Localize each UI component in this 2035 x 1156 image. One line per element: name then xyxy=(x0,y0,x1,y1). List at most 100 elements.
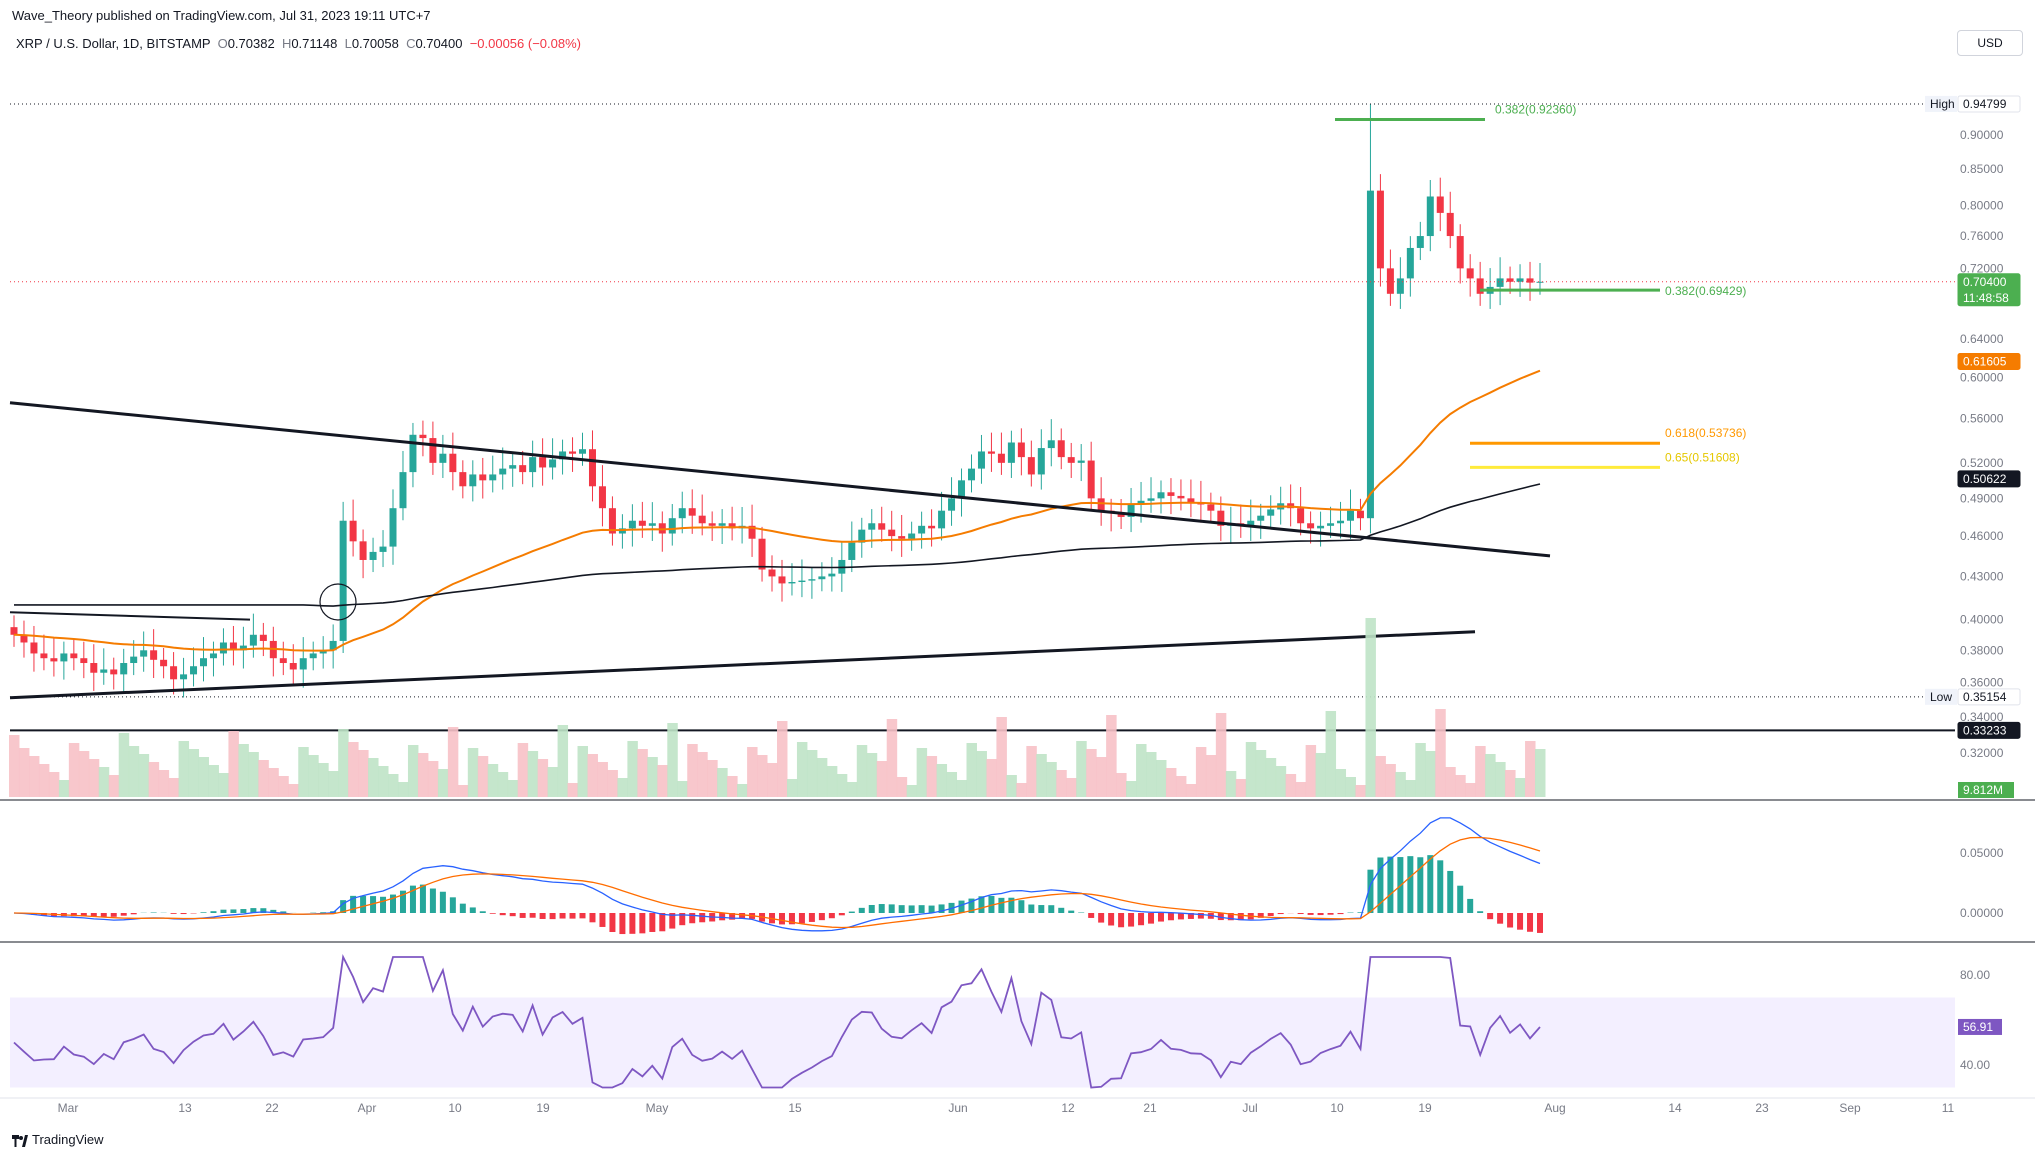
candle-body xyxy=(219,642,227,654)
candle-body xyxy=(958,480,966,499)
rsi-last-box xyxy=(1958,1018,2002,1035)
candle-body xyxy=(1207,504,1215,511)
candle-body xyxy=(1396,278,1404,294)
volume-bar xyxy=(667,723,678,797)
macd-hist-bar xyxy=(778,913,785,925)
volume-bar xyxy=(18,748,30,797)
macd-hist-bar xyxy=(1477,911,1484,913)
volume-bar xyxy=(906,785,918,797)
volume-bar xyxy=(1275,766,1287,797)
volume-bar xyxy=(1395,772,1406,797)
volume-bar xyxy=(866,753,878,797)
candle-body xyxy=(259,634,267,641)
volume-bar xyxy=(707,760,718,797)
volume-bar xyxy=(777,721,788,797)
volume-bar xyxy=(976,751,987,797)
candle-body xyxy=(389,508,397,547)
candle-body xyxy=(439,453,447,463)
volume-bar xyxy=(677,781,688,797)
volume-bar xyxy=(258,760,269,797)
macd-hist-bar xyxy=(1507,913,1514,928)
volume-bar xyxy=(657,765,668,797)
volume-bar xyxy=(1026,746,1037,797)
price-label-box xyxy=(1957,273,2021,307)
candle-body xyxy=(379,546,387,552)
volume-bar xyxy=(757,755,768,797)
macd-hist-bar xyxy=(1467,898,1474,913)
candle-body xyxy=(758,538,766,570)
macd-hist-bar xyxy=(998,897,1005,913)
macd-hist-bar xyxy=(230,909,237,913)
candle-body xyxy=(808,579,816,581)
volume-bar xyxy=(268,768,279,797)
volume-bar xyxy=(288,784,299,797)
volume-bar xyxy=(467,748,479,797)
volume-bar xyxy=(338,729,349,797)
macd-hist-bar xyxy=(509,913,516,917)
macd-hist-bar xyxy=(320,912,327,913)
volume-bar xyxy=(1445,767,1456,797)
volume-bar xyxy=(786,779,798,797)
candle-body xyxy=(339,520,347,641)
rsi-tick-label: 40.00 xyxy=(1960,1058,1990,1072)
macd-hist-bar xyxy=(479,911,486,913)
candle-body xyxy=(748,525,756,539)
volume-bar xyxy=(1205,755,1217,797)
volume-bar xyxy=(378,766,389,797)
macd-hist-bar xyxy=(380,896,387,913)
macd-hist-bar xyxy=(629,913,636,934)
macd-hist-bar xyxy=(200,912,207,913)
candle-body xyxy=(678,508,686,519)
macd-hist-bar xyxy=(1157,913,1164,922)
currency-button[interactable]: USD xyxy=(1957,30,2023,56)
time-tick-label: Jun xyxy=(948,1101,967,1115)
macd-hist-bar xyxy=(1327,913,1334,915)
candle-body xyxy=(718,523,726,526)
volume-bar xyxy=(178,741,190,797)
macd-hist-bar xyxy=(270,909,277,913)
ohlc-low-label: L xyxy=(344,36,352,51)
macd-hist-bar xyxy=(1128,913,1135,927)
candle-body xyxy=(1187,498,1195,503)
candle-body xyxy=(1406,247,1414,279)
volume-bar xyxy=(517,743,529,797)
macd-hist-bar xyxy=(130,913,137,915)
volume-bar xyxy=(936,764,948,797)
fib-level-label: 0.618(0.53736) xyxy=(1665,426,1746,440)
candle-body xyxy=(1267,509,1275,516)
volume-bar xyxy=(1036,754,1047,797)
price-tick-label: 0.90000 xyxy=(1960,128,2004,142)
candle-body xyxy=(409,434,417,473)
volume-bar xyxy=(597,762,608,797)
volume-bar xyxy=(1525,741,1536,797)
macd-hist-bar xyxy=(1487,913,1494,920)
macd-hist-bar xyxy=(988,896,995,913)
candle-body xyxy=(419,434,427,439)
tradingview-brand: TradingView xyxy=(12,1132,104,1147)
candle-body xyxy=(878,523,886,530)
macd-hist-bar xyxy=(639,913,646,934)
volume-bar xyxy=(198,757,209,797)
volume-bar xyxy=(1295,782,1307,797)
macd-hist-bar xyxy=(1217,913,1224,921)
candle-body xyxy=(848,542,856,560)
macd-hist-bar xyxy=(80,913,87,917)
volume-bar xyxy=(1365,618,1376,797)
volume-bar xyxy=(737,784,748,797)
candle-body xyxy=(1217,510,1225,526)
candle-body xyxy=(1386,268,1394,294)
price-label-prefix: Low xyxy=(1930,690,1952,704)
macd-hist-bar xyxy=(1447,870,1454,913)
macd-hist-bar xyxy=(579,913,586,919)
candle-body xyxy=(319,650,327,654)
volume-bar xyxy=(1255,750,1267,797)
candle-body xyxy=(628,520,636,529)
volume-bar xyxy=(148,762,160,797)
candle-body xyxy=(449,453,457,473)
candle-body xyxy=(658,523,666,534)
macd-hist-bar xyxy=(958,900,965,913)
macd-hist-bar xyxy=(1098,913,1105,923)
tradingview-logo-icon xyxy=(12,1134,28,1147)
macd-hist-bar xyxy=(1008,897,1015,913)
